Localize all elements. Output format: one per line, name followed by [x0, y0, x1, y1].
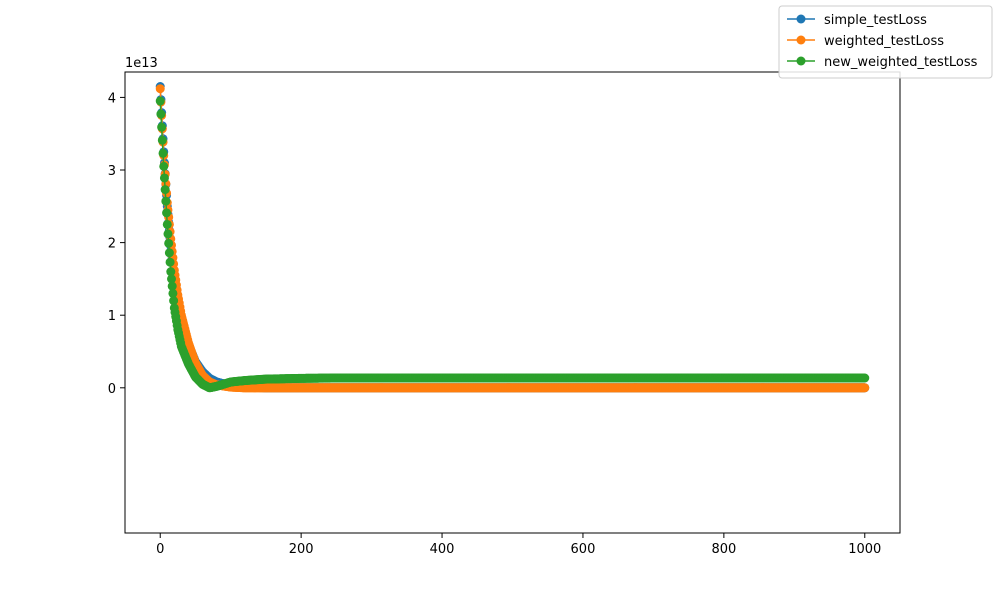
- x-tick-label: 800: [711, 542, 736, 557]
- data-point: [156, 109, 166, 119]
- data-point: [164, 238, 174, 248]
- data-point: [161, 196, 171, 206]
- data-point: [165, 257, 175, 267]
- legend-marker: [796, 35, 806, 45]
- x-tick-label: 1000: [848, 542, 881, 557]
- data-point: [169, 296, 179, 306]
- x-axis: 0 200 400 600 800 1000: [156, 533, 881, 557]
- y-tick-label: 0: [108, 382, 116, 397]
- x-tick-label: 0: [156, 542, 164, 557]
- data-point: [167, 281, 177, 291]
- data-point: [162, 208, 172, 218]
- plot-frame: [124, 71, 901, 534]
- y-tick-label: 3: [108, 164, 116, 179]
- data-point: [162, 219, 172, 229]
- legend-item: weighted_testLoss: [787, 34, 944, 49]
- x-tick-label: 400: [430, 542, 455, 557]
- y-tick-label: 4: [108, 91, 116, 106]
- legend-label: simple_testLoss: [824, 13, 927, 28]
- x-tick-label: 200: [289, 542, 314, 557]
- data-point: [160, 185, 170, 195]
- legend-item: new_weighted_testLoss: [787, 55, 978, 70]
- data-point: [860, 383, 870, 393]
- legend-marker: [796, 56, 806, 66]
- series-new_weighted_testLoss: [155, 96, 870, 393]
- legend-box: [778, 5, 993, 79]
- x-tick-label: 600: [571, 542, 596, 557]
- legend: simple_testLoss weighted_testLoss new_weig…: [778, 5, 993, 79]
- legend-marker: [796, 14, 806, 24]
- data-point: [163, 229, 173, 239]
- data-point: [155, 84, 165, 94]
- data-point: [164, 248, 174, 258]
- data-point: [157, 122, 167, 132]
- data-point: [168, 288, 178, 298]
- series-layer: [155, 82, 870, 393]
- y-tick-label: 2: [108, 237, 116, 252]
- legend-label: weighted_testLoss: [824, 34, 944, 49]
- data-point: [155, 96, 165, 106]
- data-point: [860, 373, 870, 383]
- data-point: [166, 267, 176, 277]
- y-axis: 0 1 2 3 4: [108, 91, 125, 397]
- data-point: [167, 274, 176, 284]
- data-point: [159, 173, 169, 183]
- y-axis-multiplier-label: 1e13: [125, 56, 158, 71]
- legend-label: new_weighted_testLoss: [824, 55, 978, 70]
- legend-item: simple_testLoss: [787, 13, 927, 28]
- y-tick-label: 1: [108, 309, 116, 324]
- data-point: [157, 135, 167, 145]
- data-point: [159, 161, 169, 171]
- data-point: [158, 148, 168, 158]
